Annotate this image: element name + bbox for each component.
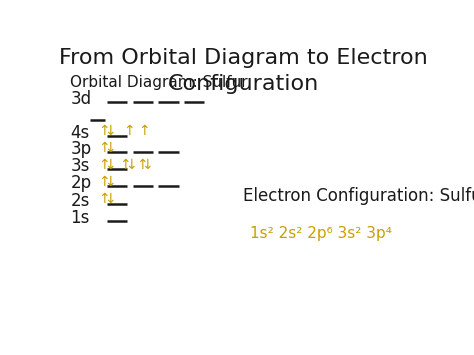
Text: Electron Configuration: Sulfur: Electron Configuration: Sulfur (243, 187, 474, 205)
Text: ↑: ↑ (138, 125, 150, 138)
Text: 1s² 2s² 2p⁶ 3s² 3p⁴: 1s² 2s² 2p⁶ 3s² 3p⁴ (250, 226, 392, 241)
Text: ↑: ↑ (99, 125, 110, 138)
Text: ↓: ↓ (125, 158, 137, 172)
Text: 1s: 1s (70, 209, 90, 227)
Text: ↑: ↑ (123, 125, 135, 138)
Text: ↓: ↓ (104, 192, 115, 206)
Text: 3p: 3p (70, 140, 91, 158)
Text: 4s: 4s (70, 124, 90, 142)
Text: ↑: ↑ (136, 158, 148, 172)
Text: ↑: ↑ (99, 141, 110, 155)
Text: ↓: ↓ (104, 141, 115, 155)
Text: ↓: ↓ (104, 158, 115, 172)
Text: ↓: ↓ (104, 125, 115, 138)
Text: From Orbital Diagram to Electron
Configuration: From Orbital Diagram to Electron Configu… (59, 48, 427, 94)
Text: ↓: ↓ (141, 158, 153, 172)
Text: 2p: 2p (70, 174, 91, 192)
Text: ↑: ↑ (119, 158, 131, 172)
Text: Orbital Diagram: Sulfur: Orbital Diagram: Sulfur (70, 75, 248, 90)
Text: ↑: ↑ (99, 158, 110, 172)
Text: 3d: 3d (70, 89, 91, 108)
Text: ↑: ↑ (99, 175, 110, 189)
Text: ↑: ↑ (99, 192, 110, 206)
Text: 2s: 2s (70, 192, 90, 209)
Text: 3s: 3s (70, 157, 90, 175)
Text: ↓: ↓ (104, 175, 115, 189)
